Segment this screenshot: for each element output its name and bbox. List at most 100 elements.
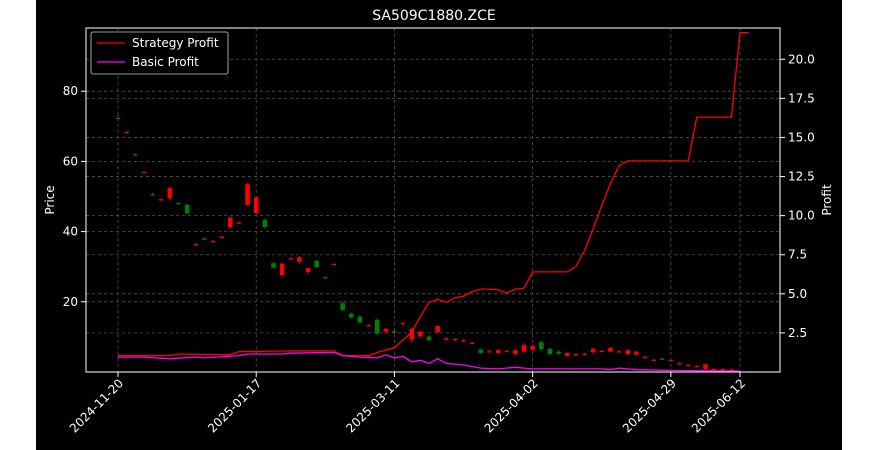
candle — [452, 338, 458, 341]
candle — [418, 330, 423, 338]
candle — [288, 257, 294, 260]
candle — [409, 328, 415, 343]
candle — [245, 183, 250, 206]
candle-body — [720, 369, 726, 371]
candle — [703, 363, 708, 370]
candle — [720, 368, 726, 371]
candle — [158, 198, 164, 201]
candle-body — [452, 339, 458, 341]
candle — [729, 368, 734, 371]
candle — [547, 347, 553, 356]
candle-body — [703, 364, 708, 370]
candle — [219, 235, 224, 239]
candle-body — [297, 257, 302, 262]
candle-body — [504, 350, 510, 352]
candle-body — [513, 350, 518, 355]
candle-body — [590, 348, 596, 353]
y-right-tick-label: 7.5 — [788, 248, 807, 262]
candle — [176, 202, 181, 205]
candle-body — [556, 351, 561, 354]
x-tick-label: 2024-11-20 — [67, 376, 126, 435]
candle-body — [564, 353, 570, 356]
y-right-tick-label: 12.5 — [788, 170, 815, 184]
candle — [504, 349, 510, 353]
candle — [495, 349, 501, 354]
candle-body — [253, 197, 259, 214]
candle — [487, 350, 492, 353]
candle-body — [115, 117, 121, 120]
y-right-tick-label: 15.0 — [788, 130, 815, 144]
candle — [400, 322, 406, 325]
candle-body — [426, 336, 432, 341]
candle-body — [288, 258, 294, 260]
candle-body — [193, 244, 199, 246]
candle — [193, 243, 199, 246]
candle — [348, 312, 354, 319]
candle — [677, 362, 682, 365]
candle — [685, 364, 691, 367]
candle-body — [469, 342, 475, 345]
candle — [556, 350, 561, 355]
candle-body — [685, 364, 691, 367]
candle — [305, 267, 311, 275]
strategy-profit-line — [118, 32, 749, 357]
candle-body — [150, 194, 155, 196]
candle-body — [374, 319, 380, 334]
candle — [297, 256, 302, 264]
candle — [392, 329, 397, 333]
candle — [521, 343, 527, 353]
candlestick-series — [115, 115, 734, 371]
candle-body — [625, 350, 630, 355]
candle-body — [642, 356, 648, 359]
candle — [340, 301, 345, 312]
x-tick-label: 2025-06-12 — [689, 376, 748, 435]
y-axis-left-label: Price — [43, 185, 57, 214]
candle-body — [539, 342, 544, 350]
profit-lines — [118, 32, 749, 372]
candle-body — [323, 277, 328, 279]
candle-body — [659, 358, 665, 360]
candle-body — [176, 203, 181, 205]
candle — [271, 262, 276, 269]
candle-body — [331, 263, 337, 266]
y-right-tick-label: 20.0 — [788, 52, 815, 66]
candle-body — [219, 236, 224, 239]
candle-body — [461, 340, 466, 342]
candle-body — [236, 222, 242, 224]
candle-body — [305, 268, 311, 272]
candle — [141, 171, 147, 174]
candle-body — [348, 313, 354, 318]
candle — [167, 187, 173, 200]
candle-body — [530, 346, 535, 350]
candle-body — [271, 263, 276, 268]
candle-body — [202, 238, 207, 240]
candle-body — [599, 350, 605, 353]
candle — [435, 324, 440, 334]
candle-body — [262, 220, 268, 228]
candle-body — [582, 353, 587, 355]
candle-body — [711, 368, 717, 371]
candle — [651, 359, 656, 361]
candle — [608, 347, 613, 353]
x-tick-label: 2025-03-11 — [343, 376, 402, 435]
candle — [357, 315, 363, 324]
x-tick-label: 2025-04-29 — [620, 376, 679, 435]
candle — [115, 115, 121, 120]
legend: Strategy Profit Basic Profit — [90, 31, 229, 75]
candle-body — [392, 331, 397, 333]
candle — [659, 357, 665, 360]
y-axis-right-label: Profit — [820, 184, 834, 216]
candle-body — [677, 363, 682, 365]
candle — [582, 352, 587, 355]
y-left-tick-label: 60 — [63, 154, 78, 168]
candle-body — [314, 260, 319, 268]
candle-body — [521, 345, 527, 352]
y-right-tick-label: 10.0 — [788, 209, 815, 223]
candle — [228, 216, 233, 229]
candle-body — [478, 349, 484, 354]
basic-profit-line — [118, 351, 741, 372]
candle — [366, 324, 371, 327]
candle-body — [634, 351, 639, 355]
candle-body — [409, 328, 415, 340]
candle — [469, 341, 475, 345]
